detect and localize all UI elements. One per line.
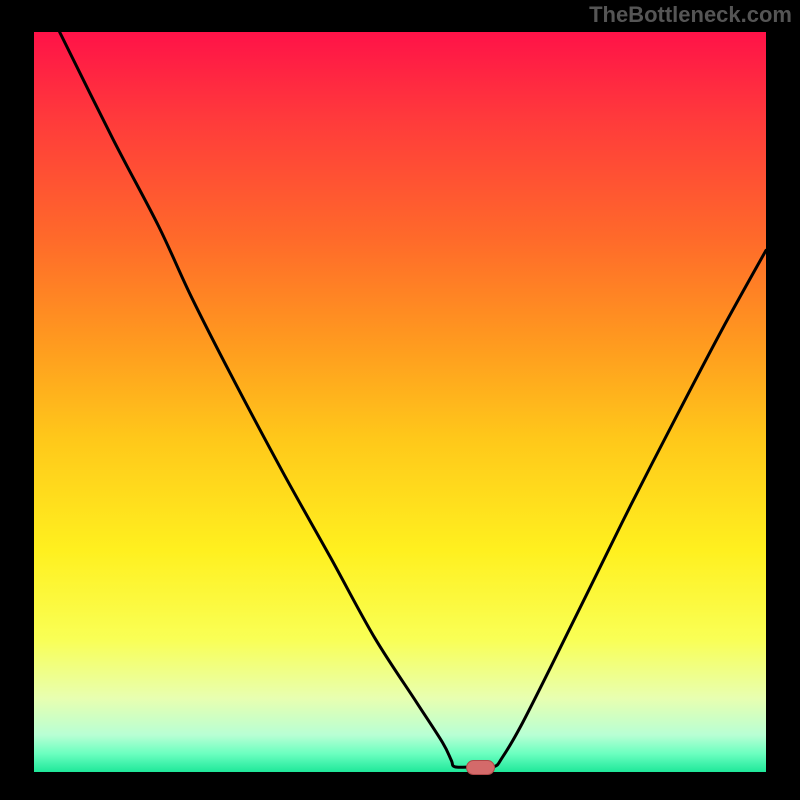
chart-plot-area xyxy=(34,32,766,772)
valley-marker xyxy=(467,761,495,775)
chart-container: { "watermark": { "text": "TheBottleneck.… xyxy=(0,0,800,800)
bottleneck-chart xyxy=(0,0,800,800)
watermark-text: TheBottleneck.com xyxy=(589,2,792,28)
